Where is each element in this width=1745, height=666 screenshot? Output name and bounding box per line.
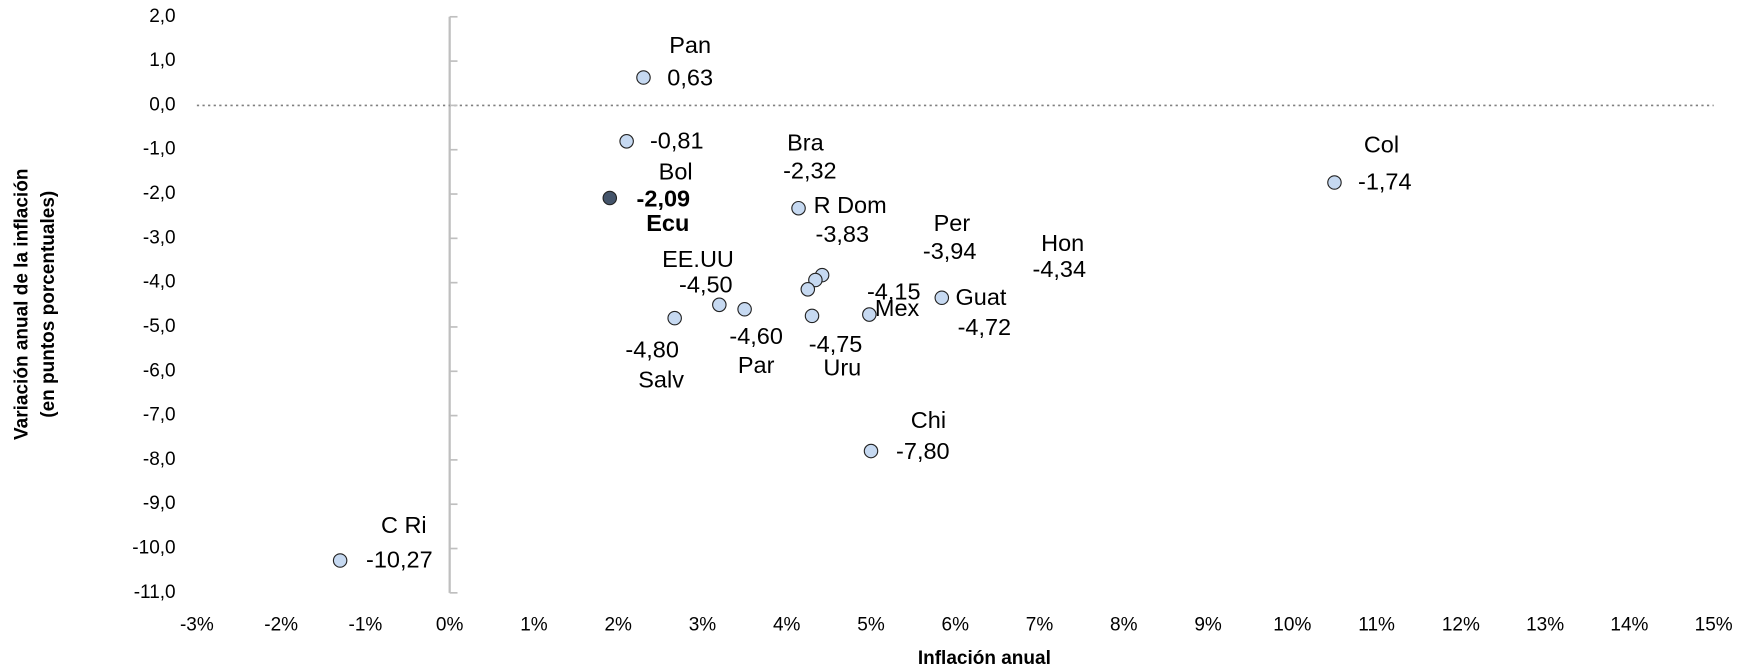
point-name: Pan [669,32,711,58]
x-tick-label: 15% [1695,614,1733,635]
y-tick-label: -7,0 [143,405,176,426]
point-name: Chi [911,407,946,433]
point [863,443,879,459]
x-tick-label: -2% [264,614,298,635]
point-name: R Dom [814,192,887,218]
data-label: -2,32 [783,157,837,183]
data-label: -2,09 [637,185,691,211]
point-name: Per [934,210,971,236]
point [332,553,348,568]
data-label: -3,94 [923,238,977,264]
point [862,307,877,322]
y-tick-label: 0,0 [149,94,175,115]
point-name: Salv [638,367,684,393]
y-tick-label: -4,0 [143,272,176,293]
x-tick-label: 2% [604,614,632,635]
data-label: -4,75 [809,331,863,357]
point [602,190,618,206]
point [636,70,651,85]
point [619,134,634,149]
y-tick-label: -11,0 [134,582,176,603]
x-tick-label: 9% [1194,614,1222,635]
y-tick-label: -3,0 [143,227,176,248]
point-name: EE.UU [662,246,734,272]
data-label: -3,83 [816,221,870,247]
y-tick-label: -9,0 [143,493,176,514]
data-label: -4,72 [958,314,1012,340]
data-label: -4,80 [625,336,679,362]
x-tick-label: 0% [436,614,464,635]
x-tick-label: 14% [1610,614,1648,635]
y-tick-label: -2,0 [143,183,176,204]
x-tick-label: 1% [520,614,548,635]
x-tick-label: 8% [1110,614,1138,635]
data-label: -4,60 [729,323,783,349]
point-name: Uru [823,354,861,380]
point [712,297,727,313]
point-name: Bra [787,129,824,155]
data-label: -10,27 [366,547,433,573]
x-tick-label: 13% [1526,614,1564,635]
point [737,301,752,317]
data-label: -4,15 [867,278,921,304]
point [808,272,823,288]
point [1327,175,1342,190]
y-tick-label: -1,0 [143,139,176,160]
point-name: Col [1364,132,1399,158]
x-tick-label: -3% [180,614,214,635]
point [791,200,806,216]
data-label: -4,34 [1033,256,1087,282]
x-tick-label: 12% [1442,614,1480,635]
point-name: Guat [956,284,1007,310]
x-tick-label: 5% [857,614,885,635]
y-tick-label: -5,0 [143,316,176,337]
point-name: Bol [659,159,693,185]
x-tick-label: 10% [1273,614,1311,635]
y-tick-label: -6,0 [143,360,176,381]
y-axis-title: (en puntos porcentuales) [38,191,59,418]
y-tick-label: 2,0 [149,6,175,27]
point [800,282,816,297]
data-label: 0,63 [667,65,713,91]
point [667,310,682,326]
x-tick-label: 3% [689,614,717,635]
x-tick-label: 6% [942,614,970,635]
point-name: Ecu [646,210,689,236]
point-name: C Ri [381,512,427,538]
x-axis-title: Inflación anual [918,648,1051,666]
x-tick-label: -1% [349,614,383,635]
y-tick-label: -10,0 [132,538,175,559]
point-name: Par [738,352,775,378]
point-name: Mex [875,295,920,321]
data-label: -0,81 [650,127,704,153]
x-tick-label: 4% [773,614,801,635]
data-label: -4,50 [679,272,733,298]
x-tick-label: 11% [1358,614,1395,635]
x-tick-label: 7% [1026,614,1054,635]
data-label: -1,74 [1358,169,1412,195]
point [934,290,950,305]
point-name: Hon [1041,230,1084,256]
y-tick-label: 1,0 [149,50,175,71]
y-tick-label: -8,0 [143,449,176,470]
y-axis-title: Variación anual de la inflación [11,169,32,440]
point [804,308,820,324]
data-label: -7,80 [896,438,950,464]
